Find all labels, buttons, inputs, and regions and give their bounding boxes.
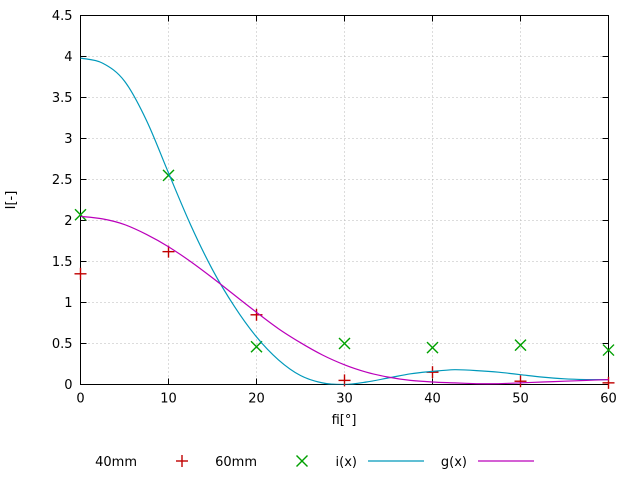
y-tick-label: 2.5 [52,173,73,188]
legend-label-gx: g(x) [441,455,467,470]
x-tick-label: 40 [424,392,441,407]
series-points-40mm [74,245,615,389]
legend-label-60mm: 60mm [215,455,257,470]
y-tick-label: 0.5 [52,337,73,352]
x-tick-label: 20 [248,392,265,407]
y-tick-label: 4 [64,50,72,65]
x-tick-label: 50 [512,392,529,407]
series-line-g(x) [80,215,609,385]
x-tick-label: 10 [160,392,177,407]
x-axis-label: fi[°] [332,413,357,428]
y-tick-label: 4.5 [52,9,73,24]
legend: 40mm 60mm i(x) g(x) [95,455,467,470]
grid-lines [80,15,609,385]
tick-labels: 0 10 20 30 40 50 60 0 0.5 1 1.5 2 2.5 3 3.5 4 4.5 [52,9,617,407]
x-tick-label: 30 [336,392,353,407]
y-tick-label: 2 [64,214,72,229]
y-tick-label: 3 [64,132,72,147]
legend-samples [176,455,534,467]
y-tick-label: 0 [64,378,72,393]
y-axis-label: I[-] [4,191,19,210]
x-tick-label: 0 [76,392,84,407]
legend-label-ix: i(x) [336,455,357,470]
series-points-60mm [74,169,615,357]
x-tick-label: 60 [600,392,617,407]
y-tick-label: 1.5 [52,255,73,270]
series-line-i(x) [80,57,609,385]
y-tick-label: 3.5 [52,91,73,106]
chart-generated-layer: 0 10 20 30 40 50 60 0 0.5 1 1.5 2 2.5 3 3.5 4 4.5 [52,9,617,467]
legend-label-40mm: 40mm [95,455,137,470]
y-tick-label: 1 [64,296,72,311]
